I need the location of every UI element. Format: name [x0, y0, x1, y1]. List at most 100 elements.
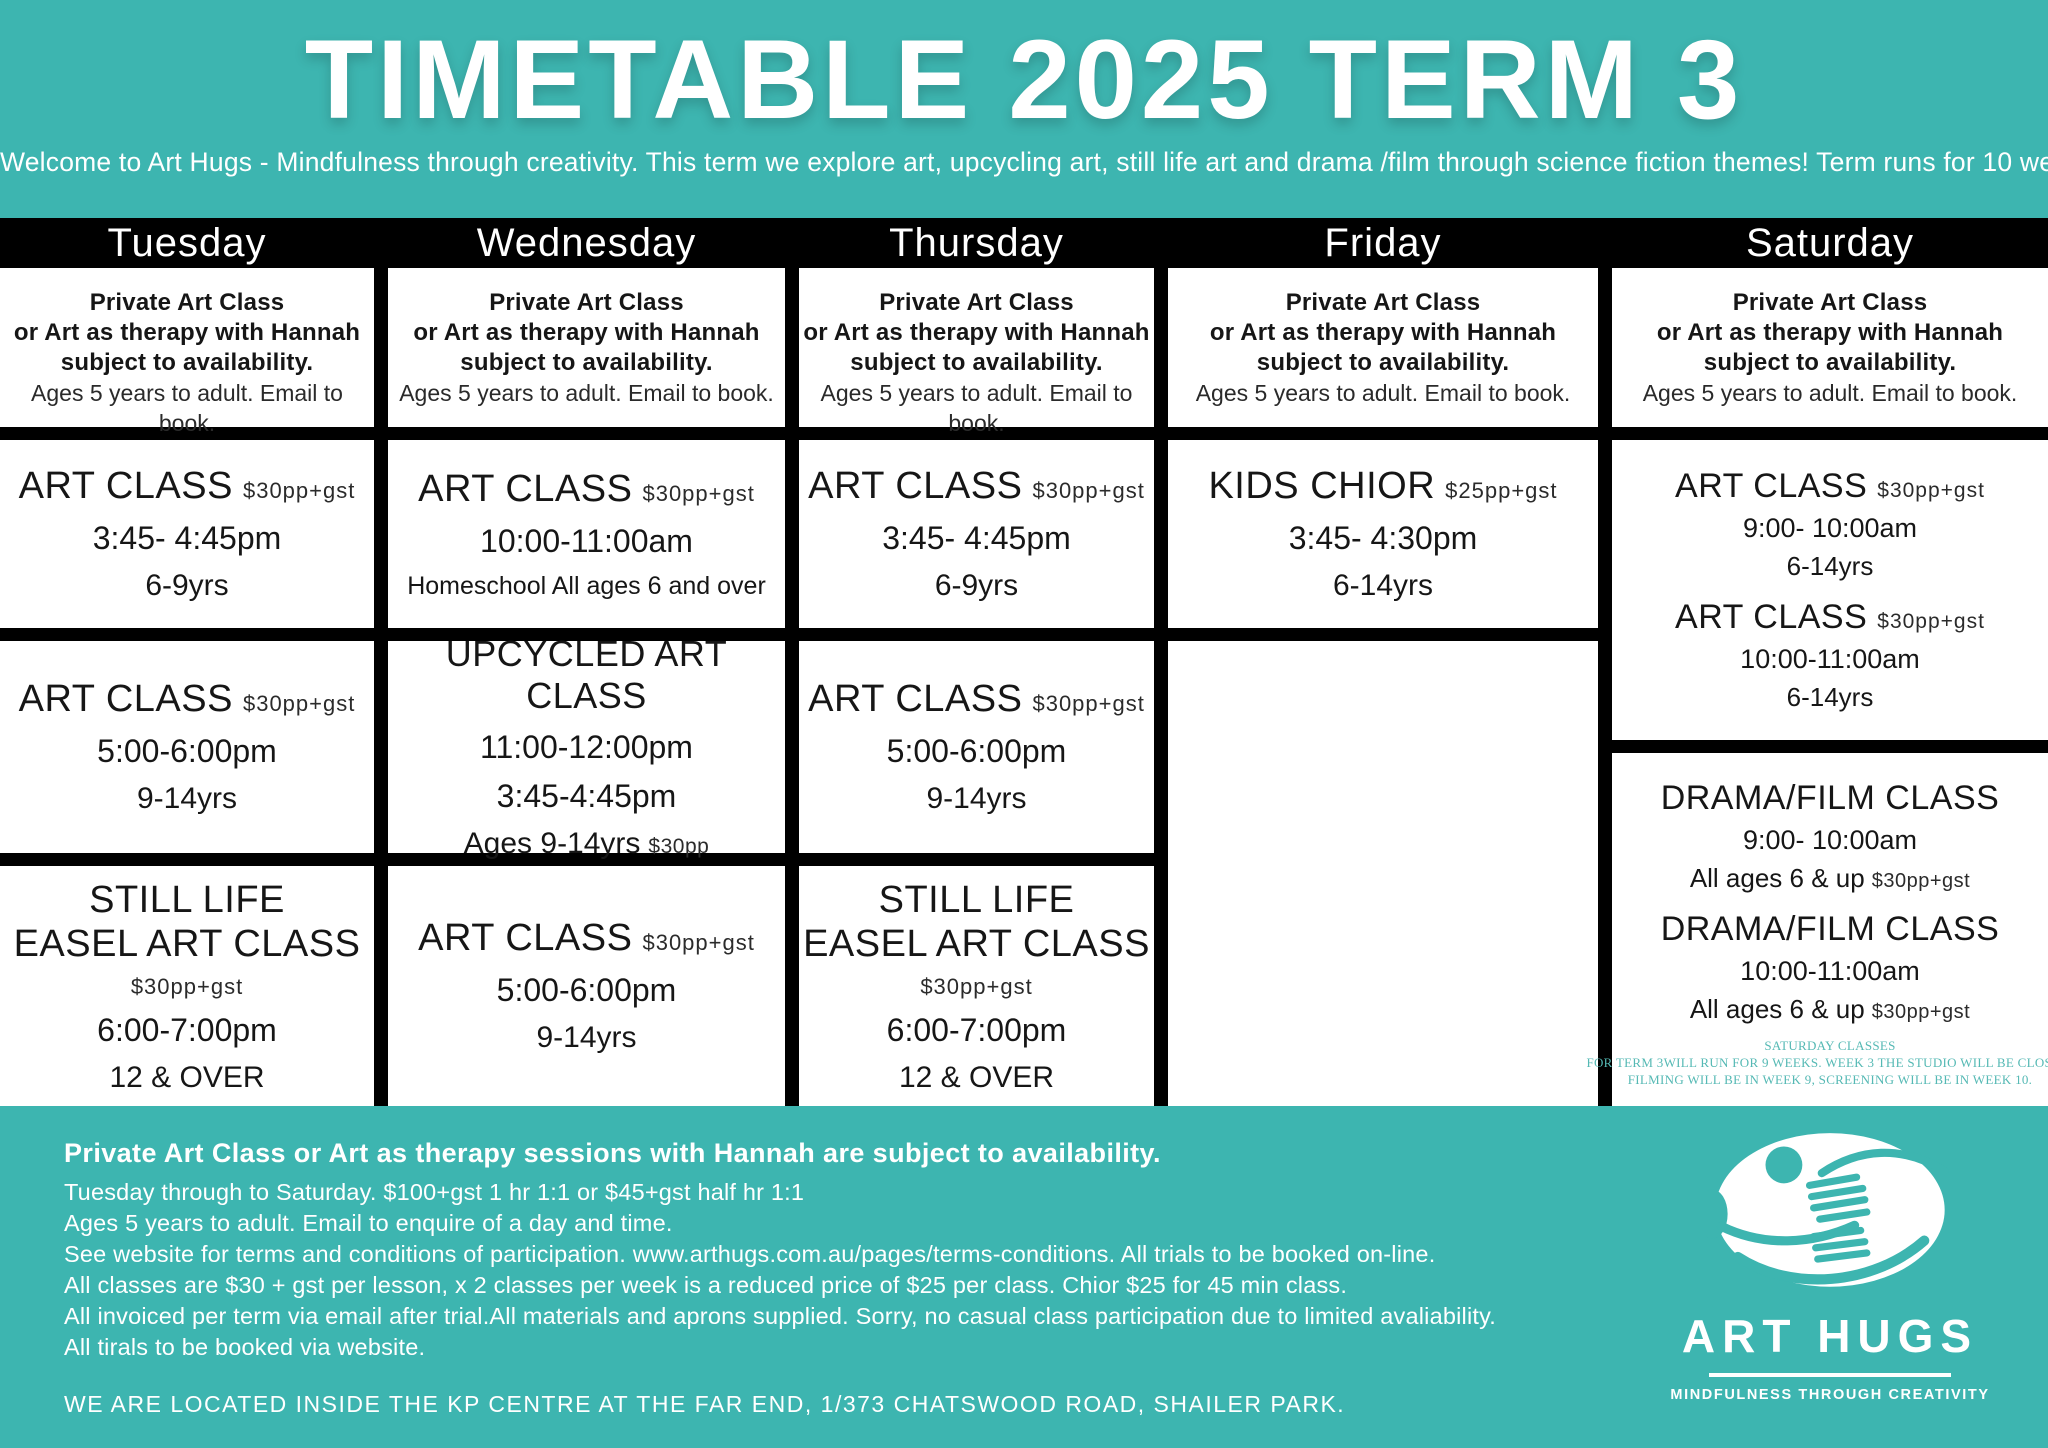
private-line: Ages 5 years to adult. Email to book. — [1195, 380, 1571, 406]
class-time: 10:00-11:00am — [1740, 956, 1920, 986]
private-line: subject to availability. — [1703, 349, 1957, 376]
private-line: Ages 5 years to adult. Email to book. — [31, 380, 343, 436]
private-line: Private Art Class — [879, 289, 1074, 316]
private-line: Private Art Class — [1285, 289, 1481, 316]
private-class-cell: Private Art Class or Art as therapy with… — [0, 268, 374, 436]
class-title: ART CLASS — [418, 467, 633, 510]
class-cell-tuesday-1: ART CLASS $30pp+gst 3:45- 4:45pm 6-9yrs — [0, 440, 374, 628]
private-line: Private Art Class — [489, 289, 684, 316]
private-class-cell: Private Art Class or Art as therapy with… — [1168, 268, 1598, 427]
footer-location: WE ARE LOCATED INSIDE THE KP CENTRE AT T… — [64, 1391, 1346, 1417]
page-title: TIMETABLE 2025 TERM 3 — [304, 17, 1744, 142]
class-title: DRAMA/FILM CLASS — [1660, 779, 2000, 817]
class-price: $30pp+gst — [242, 691, 356, 716]
class-age: 6-9yrs — [145, 569, 229, 602]
column-friday: Private Art Class or Art as therapy with… — [1168, 268, 1598, 1106]
class-age: 6-14yrs — [1786, 682, 1874, 712]
class-title: STILL LIFE — [89, 878, 285, 921]
private-line: or Art as therapy with Hannah — [13, 319, 361, 346]
class-price: $30pp+gst — [642, 480, 755, 506]
footer-line: Tuesday through to Saturday. $100+gst 1 … — [64, 1179, 805, 1205]
private-line: Private Art Class — [89, 289, 285, 316]
private-line: subject to availability. — [1256, 349, 1510, 376]
logo-divider — [1709, 1373, 1951, 1377]
footer-line: All tirals to be booked via website. — [64, 1334, 426, 1360]
class-age: 6-14yrs — [1332, 569, 1434, 602]
class-price: $30pp — [648, 835, 710, 858]
column-saturday: Private Art Class or Art as therapy with… — [1586, 268, 2048, 1106]
day-header-friday: Friday — [1324, 220, 1442, 265]
footer-text-block: Private Art Class or Art as therapy sess… — [64, 1138, 1496, 1418]
class-time: 3:45- 4:30pm — [1288, 520, 1478, 556]
class-time: 10:00-11:00am — [480, 522, 693, 559]
class-price: $30pp+gst — [1877, 610, 1985, 633]
class-cell-saturday-art: ART CLASS $30pp+gst 9:00- 10:00am 6-14yr… — [1612, 440, 2048, 740]
footer-line: All classes are $30 + gst per lesson, x … — [64, 1272, 1348, 1298]
timetable-grid: Private Art Class or Art as therapy with… — [0, 268, 2048, 1106]
private-line: or Art as therapy with Hannah — [1209, 319, 1557, 346]
class-title: ART CLASS — [1675, 467, 1868, 505]
footer-line: See website for terms and conditions of … — [64, 1241, 1436, 1267]
footer-line: All invoiced per term via email after tr… — [64, 1303, 1497, 1329]
class-age: 6-14yrs — [1786, 551, 1874, 581]
class-cell-wednesday-3: ART CLASS $30pp+gst 5:00-6:00pm 9-14yrs — [388, 866, 785, 1106]
class-price: $30pp+gst — [130, 973, 244, 999]
empty-cell-friday — [1168, 641, 1598, 1106]
poster-footer: Private Art Class or Art as therapy sess… — [0, 1106, 2048, 1448]
day-header-saturday: Saturday — [1745, 220, 1915, 265]
class-entry: ART CLASS $30pp+gst 10:00-11:00am 6-14yr… — [1675, 598, 1985, 713]
class-age: 9-14yrs — [136, 782, 238, 815]
class-time: 3:45-4:45pm — [496, 778, 677, 814]
class-cell-thursday-1: ART CLASS $30pp+gst 3:45- 4:45pm 6-9yrs — [799, 440, 1154, 628]
art-hugs-logo: ART HUGS MINDFULNESS THROUGH CREATIVITY — [1670, 1126, 1988, 1403]
class-time: 9:00- 10:00am — [1742, 513, 1918, 543]
class-title: ART CLASS — [808, 465, 1023, 507]
class-time: 3:45- 4:45pm — [92, 520, 282, 556]
class-age: 9-14yrs — [926, 782, 1027, 815]
logo-tagline: MINDFULNESS THROUGH CREATIVITY — [1670, 1387, 1990, 1403]
class-cell-tuesday-3: STILL LIFE EASEL ART CLASS $30pp+gst 6:0… — [0, 866, 374, 1106]
class-price: $30pp+gst — [1871, 1001, 1971, 1023]
private-line: subject to availability. — [460, 349, 713, 376]
poster-header: TIMETABLE 2025 TERM 3 Welcome to Art Hug… — [0, 0, 2048, 178]
class-entry: ART CLASS $30pp+gst 9:00- 10:00am 6-14yr… — [1675, 467, 1985, 582]
private-line: subject to availability. — [850, 349, 1103, 376]
class-time: 5:00-6:00pm — [97, 733, 277, 769]
private-class-cell: Private Art Class or Art as therapy with… — [1612, 268, 2048, 427]
day-header-thursday: Thursday — [889, 220, 1064, 265]
class-time: 5:00-6:00pm — [886, 733, 1067, 769]
note-line: SATURDAY CLASSES — [1764, 1038, 1896, 1053]
private-class-cell: Private Art Class or Art as therapy with… — [799, 268, 1154, 436]
class-time: 3:45- 4:45pm — [882, 520, 1071, 556]
class-entry: DRAMA/FILM CLASS 10:00-11:00am All ages … — [1661, 910, 2000, 1025]
private-line: Private Art Class — [1732, 289, 1928, 316]
class-price: $30pp+gst — [1877, 479, 1985, 502]
class-age: Ages 9-14yrs — [463, 827, 641, 860]
class-age: Homeschool All ages 6 and over — [407, 571, 766, 600]
logo-name: ART HUGS — [1681, 1310, 1979, 1362]
class-age: All ages 6 & up — [1689, 994, 1865, 1024]
note-line: FILMING WILL BE IN WEEK 9, SCREENING WIL… — [1627, 1072, 2033, 1087]
welcome-text: Welcome to Art Hugs - Mindfulness throug… — [0, 146, 2048, 177]
private-class-cell: Private Art Class or Art as therapy with… — [388, 268, 785, 427]
class-cell-tuesday-2: ART CLASS $30pp+gst 5:00-6:00pm 9-14yrs — [0, 641, 374, 853]
class-title: STILL LIFE — [878, 878, 1075, 921]
class-title: KIDS CHIOR — [1208, 465, 1436, 507]
class-price: $30pp+gst — [1871, 870, 1971, 892]
class-price: $30pp+gst — [1032, 478, 1145, 503]
day-header-wednesday: Wednesday — [476, 220, 697, 265]
class-cell-thursday-2: ART CLASS $30pp+gst 5:00-6:00pm 9-14yrs — [799, 641, 1154, 853]
saturday-classes-note: SATURDAY CLASSES FOR TERM 3WILL RUN FOR … — [1586, 1037, 2048, 1088]
day-header-tuesday: Tuesday — [107, 220, 267, 265]
class-cell-saturday-drama: DRAMA/FILM CLASS 9:00- 10:00am All ages … — [1586, 753, 2048, 1106]
class-price: $30pp+gst — [920, 973, 1033, 999]
class-title: DRAMA/FILM CLASS — [1660, 910, 2000, 948]
class-age: 12 & OVER — [109, 1060, 265, 1094]
class-time: 9:00- 10:00am — [1742, 825, 1918, 855]
private-line: Ages 5 years to adult. Email to book. — [399, 380, 774, 406]
class-age: All ages 6 & up — [1689, 863, 1865, 893]
footer-heading: Private Art Class or Art as therapy sess… — [64, 1138, 1161, 1168]
class-title: ART CLASS — [418, 917, 633, 959]
class-cell-thursday-3: STILL LIFE EASEL ART CLASS $30pp+gst 6:0… — [799, 866, 1154, 1106]
